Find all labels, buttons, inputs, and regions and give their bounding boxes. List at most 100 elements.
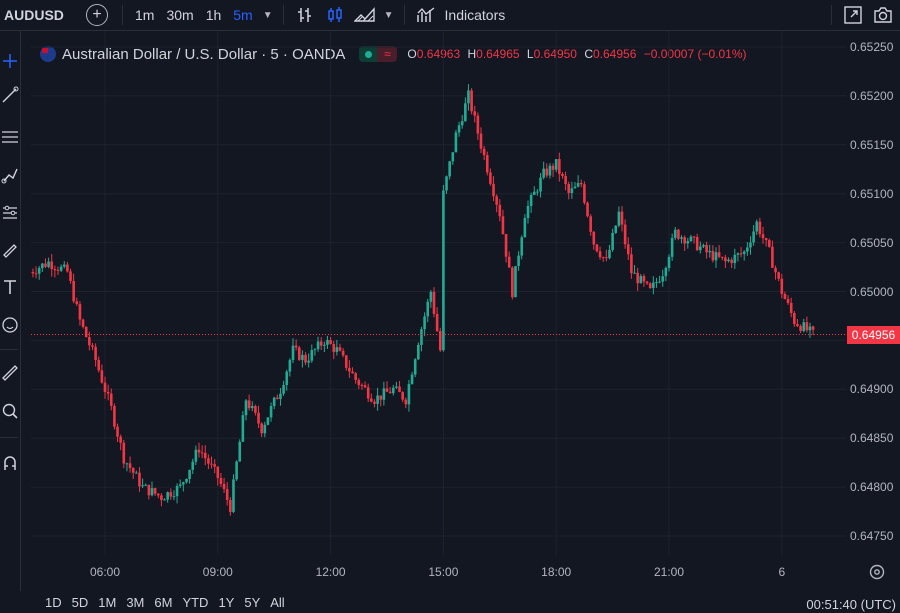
symbol-search[interactable]: AUDUSD xyxy=(4,7,64,23)
range-6m[interactable]: 6M xyxy=(154,595,173,610)
candle-body xyxy=(570,188,574,193)
candle-body xyxy=(548,165,552,176)
candle-body xyxy=(420,329,423,345)
crosshair-icon[interactable] xyxy=(0,49,20,73)
range-all[interactable]: All xyxy=(270,595,285,610)
candle-body xyxy=(207,458,210,464)
candle-body xyxy=(777,272,780,279)
candle-body xyxy=(276,397,279,400)
range-5y[interactable]: 5Y xyxy=(244,595,261,610)
delayed-data-icon: ≈ xyxy=(377,46,398,62)
candle-body xyxy=(454,132,458,153)
fib-retracement-icon[interactable] xyxy=(0,125,20,149)
fullscreen-icon[interactable] xyxy=(838,0,868,30)
candle-body xyxy=(175,485,179,497)
range-1d[interactable]: 1D xyxy=(45,595,62,610)
time-tick-label: 18:00 xyxy=(541,565,572,579)
range-1m[interactable]: 1M xyxy=(98,595,117,610)
chevron-down-icon[interactable]: ▼ xyxy=(383,9,394,21)
candle-body xyxy=(451,152,455,162)
candle-body xyxy=(147,484,151,496)
candle-body xyxy=(579,182,583,185)
candle-body xyxy=(395,386,398,388)
candle-body xyxy=(661,276,665,282)
price-tick-label: 0.64750 xyxy=(850,529,894,543)
bar-style-icon[interactable] xyxy=(290,0,320,30)
candle-body xyxy=(37,268,41,274)
candle-body xyxy=(31,272,35,274)
candle-body xyxy=(467,90,470,104)
candle-body xyxy=(376,395,379,404)
price-axis[interactable]: 0.65250 0.65200 0.65150 0.65100 0.65050 0.650… xyxy=(846,31,900,555)
candle-body xyxy=(705,244,708,253)
zoom-icon[interactable] xyxy=(0,399,20,423)
text-tool-icon[interactable] xyxy=(0,275,20,299)
range-ytd[interactable]: YTD xyxy=(182,595,209,610)
candle-body xyxy=(520,237,524,256)
candle-body xyxy=(429,291,433,302)
range-5d[interactable]: 5D xyxy=(71,595,89,610)
price-chart[interactable] xyxy=(31,31,846,555)
candle-body xyxy=(498,204,502,217)
timeframe-5m[interactable]: 5m xyxy=(233,7,253,23)
chevron-down-icon[interactable]: ▼ xyxy=(262,9,273,21)
indicators-button[interactable]: Indicators xyxy=(444,7,506,23)
candle-body xyxy=(56,269,60,271)
price-tick-label: 0.65150 xyxy=(850,137,894,152)
candle-body xyxy=(391,387,395,394)
magnet-icon[interactable] xyxy=(0,451,20,475)
timeframe-30m[interactable]: 30m xyxy=(166,7,194,23)
candle-body xyxy=(708,250,712,253)
candle-body xyxy=(47,261,50,267)
candle-body xyxy=(125,463,129,465)
candle-body xyxy=(81,319,85,327)
emoji-icon[interactable] xyxy=(0,313,20,337)
candle-body xyxy=(714,252,718,261)
candle-body xyxy=(91,345,94,347)
ruler-icon[interactable] xyxy=(0,361,20,385)
market-status-badge[interactable]: ≈ xyxy=(359,46,398,62)
price-tick-label: 0.64900 xyxy=(850,382,894,397)
symbol-title[interactable]: Australian Dollar / U.S. Dollar · 5 · OA… xyxy=(62,45,346,63)
candle-body xyxy=(229,499,232,512)
candle-body xyxy=(122,442,126,464)
candle-body xyxy=(742,251,746,254)
chart-legend: Australian Dollar / U.S. Dollar · 5 · OA… xyxy=(40,44,750,64)
candle-body xyxy=(592,231,596,245)
trend-line-icon[interactable] xyxy=(0,83,20,107)
patterns-icon[interactable] xyxy=(0,201,20,225)
candle-body xyxy=(586,202,589,217)
price-tick-label: 0.65050 xyxy=(850,235,894,250)
time-axis[interactable]: 06:00 09:00 12:00 15:00 18:00 21:00 6 xyxy=(31,555,846,589)
utc-clock[interactable]: 00:51:40 (UTC) xyxy=(806,597,896,612)
candle-body xyxy=(323,344,326,346)
indicators-icon[interactable] xyxy=(411,0,441,30)
candle-body xyxy=(545,168,549,176)
candle-body xyxy=(786,298,790,304)
candles-icon[interactable] xyxy=(320,0,350,30)
candle-body xyxy=(370,398,373,402)
candle-body xyxy=(266,417,270,425)
candle-body xyxy=(761,234,765,239)
candle-body xyxy=(802,322,806,331)
area-chart-icon[interactable] xyxy=(350,0,380,30)
pen-icon[interactable] xyxy=(0,237,20,261)
candle-body xyxy=(326,339,329,345)
range-3m[interactable]: 3M xyxy=(126,595,145,610)
candle-body xyxy=(523,218,527,238)
candle-body xyxy=(567,183,571,193)
candle-body xyxy=(639,276,643,284)
brush-icon[interactable] xyxy=(0,163,20,187)
timeframe-1h[interactable]: 1h xyxy=(205,7,222,23)
candle-body xyxy=(504,234,508,257)
candle-body xyxy=(645,281,649,284)
candle-body xyxy=(789,303,793,313)
add-symbol-icon[interactable]: + xyxy=(86,4,108,26)
time-tick-label: 15:00 xyxy=(428,565,459,579)
snapshot-icon[interactable] xyxy=(868,0,898,30)
chart-settings-icon[interactable] xyxy=(868,563,886,581)
candle-body xyxy=(109,393,113,406)
range-1y[interactable]: 1Y xyxy=(218,595,235,610)
candle-body xyxy=(558,159,561,174)
timeframe-1m[interactable]: 1m xyxy=(135,7,155,23)
